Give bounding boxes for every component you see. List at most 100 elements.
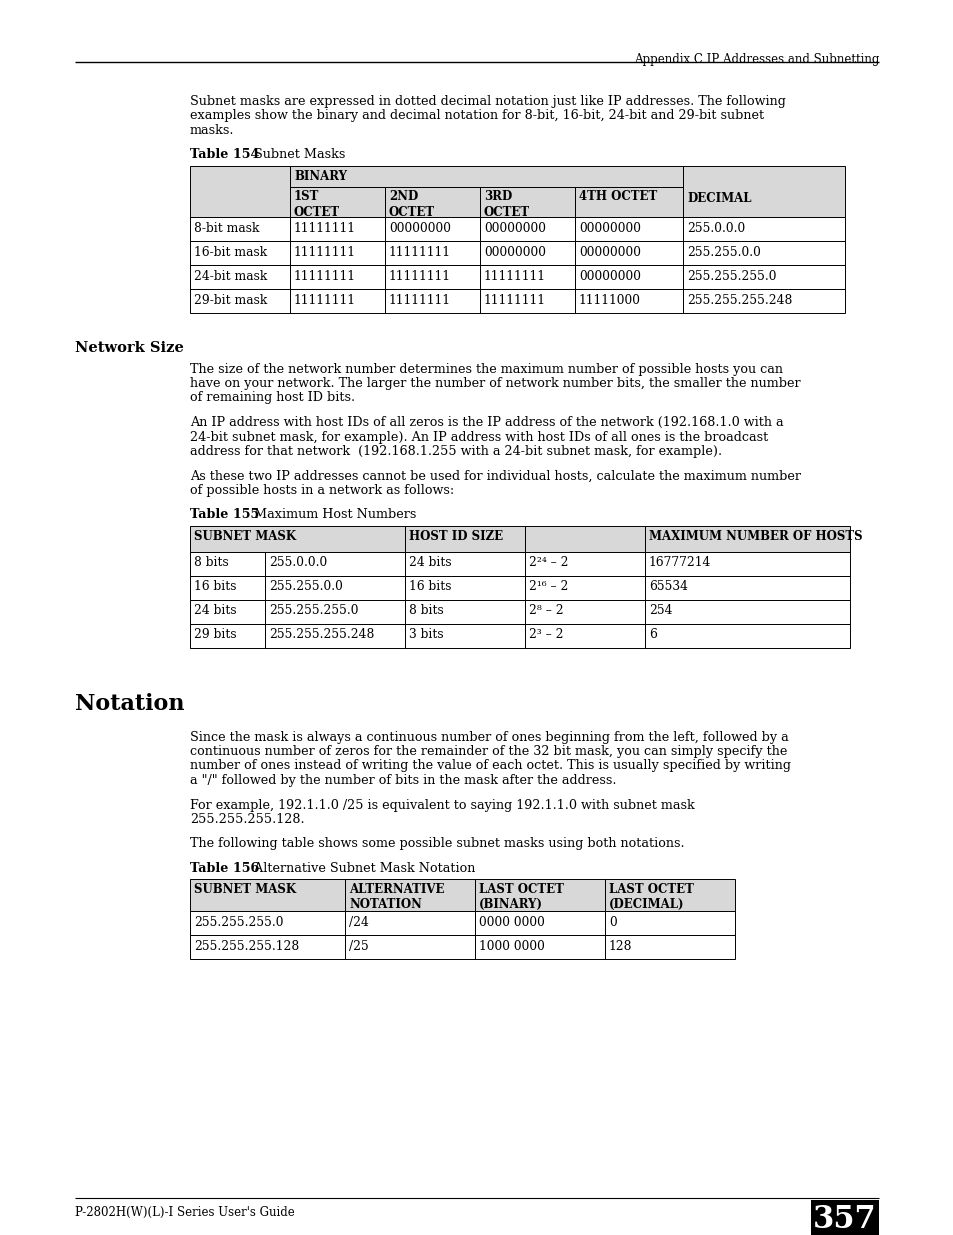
- Text: 29-bit mask: 29-bit mask: [193, 294, 267, 306]
- Bar: [190, 935, 345, 960]
- Bar: [524, 576, 644, 599]
- Text: 8-bit mask: 8-bit mask: [193, 221, 259, 235]
- Text: 00000000: 00000000: [483, 246, 545, 258]
- Bar: [345, 935, 475, 960]
- Text: a "/" followed by the number of bits in the mask after the address.: a "/" followed by the number of bits in …: [190, 774, 616, 787]
- Bar: [479, 186, 575, 216]
- Text: 255.0.0.0: 255.0.0.0: [269, 557, 327, 569]
- Text: 24-bit mask: 24-bit mask: [193, 269, 267, 283]
- Text: 29 bits: 29 bits: [193, 629, 236, 641]
- Text: 24 bits: 24 bits: [409, 557, 451, 569]
- Bar: [345, 911, 475, 935]
- Text: 255.255.255.0: 255.255.255.0: [193, 916, 283, 929]
- Text: 24 bits: 24 bits: [193, 604, 236, 618]
- Text: 3 bits: 3 bits: [409, 629, 443, 641]
- Bar: [682, 289, 844, 312]
- Text: 3RD
OCTET: 3RD OCTET: [483, 190, 530, 219]
- Bar: [190, 165, 290, 216]
- Bar: [190, 599, 265, 624]
- Bar: [575, 264, 682, 289]
- Text: 2ND
OCTET: 2ND OCTET: [389, 190, 435, 219]
- Text: masks.: masks.: [190, 124, 234, 137]
- Bar: [190, 526, 405, 552]
- Text: of remaining host ID bits.: of remaining host ID bits.: [190, 391, 355, 405]
- Text: 255.255.255.128: 255.255.255.128: [193, 940, 299, 953]
- Text: address for that network  (192.168.1.255 with a 24-bit subnet mask, for example): address for that network (192.168.1.255 …: [190, 445, 721, 458]
- Bar: [644, 526, 849, 552]
- Text: 11111111: 11111111: [483, 269, 545, 283]
- Bar: [575, 216, 682, 241]
- Bar: [682, 264, 844, 289]
- Bar: [385, 186, 479, 216]
- Bar: [290, 264, 385, 289]
- Bar: [524, 526, 644, 552]
- Text: 4TH OCTET: 4TH OCTET: [578, 190, 657, 204]
- Text: DECIMAL: DECIMAL: [686, 191, 751, 205]
- Bar: [405, 576, 524, 599]
- Text: Table 155: Table 155: [190, 509, 259, 521]
- Bar: [682, 165, 844, 216]
- Text: have on your network. The larger the number of network number bits, the smaller : have on your network. The larger the num…: [190, 377, 800, 390]
- Text: 2³ – 2: 2³ – 2: [529, 629, 563, 641]
- Bar: [190, 911, 345, 935]
- Bar: [290, 165, 682, 186]
- Bar: [524, 599, 644, 624]
- Bar: [604, 911, 734, 935]
- Text: 16-bit mask: 16-bit mask: [193, 246, 267, 258]
- Text: 11111111: 11111111: [294, 246, 355, 258]
- Bar: [385, 216, 479, 241]
- Text: ALTERNATIVE
NOTATION: ALTERNATIVE NOTATION: [349, 883, 444, 911]
- Text: number of ones instead of writing the value of each octet. This is usually speci: number of ones instead of writing the va…: [190, 760, 790, 773]
- Text: As these two IP addresses cannot be used for individual hosts, calculate the max: As these two IP addresses cannot be used…: [190, 469, 801, 483]
- Text: 255.255.0.0: 255.255.0.0: [686, 246, 760, 258]
- Bar: [405, 599, 524, 624]
- Text: For example, 192.1.1.0 /25 is equivalent to saying 192.1.1.0 with subnet mask: For example, 192.1.1.0 /25 is equivalent…: [190, 799, 694, 811]
- Text: 254: 254: [648, 604, 672, 618]
- Text: 11111111: 11111111: [294, 221, 355, 235]
- Text: 128: 128: [608, 940, 632, 953]
- Text: Since the mask is always a continuous number of ones beginning from the left, fo: Since the mask is always a continuous nu…: [190, 730, 788, 743]
- Text: 2⁸ – 2: 2⁸ – 2: [529, 604, 563, 618]
- Text: Alternative Subnet Mask Notation: Alternative Subnet Mask Notation: [242, 862, 475, 876]
- Text: 00000000: 00000000: [578, 269, 640, 283]
- Bar: [479, 289, 575, 312]
- Bar: [575, 289, 682, 312]
- Text: LAST OCTET
(DECIMAL): LAST OCTET (DECIMAL): [608, 883, 693, 911]
- Bar: [265, 624, 405, 647]
- Text: 16 bits: 16 bits: [409, 580, 451, 594]
- Text: An IP address with host IDs of all zeros is the IP address of the network (192.1: An IP address with host IDs of all zeros…: [190, 416, 782, 429]
- Bar: [405, 624, 524, 647]
- Text: Notation: Notation: [75, 693, 184, 715]
- Text: 00000000: 00000000: [578, 246, 640, 258]
- Text: BINARY: BINARY: [294, 169, 347, 183]
- Bar: [290, 216, 385, 241]
- Bar: [524, 624, 644, 647]
- Bar: [385, 264, 479, 289]
- Bar: [405, 526, 524, 552]
- Text: of possible hosts in a network as follows:: of possible hosts in a network as follow…: [190, 484, 454, 496]
- Text: HOST ID SIZE: HOST ID SIZE: [409, 531, 502, 543]
- Text: The following table shows some possible subnet masks using both notations.: The following table shows some possible …: [190, 837, 684, 851]
- Bar: [265, 552, 405, 576]
- Text: LAST OCTET
(BINARY): LAST OCTET (BINARY): [478, 883, 563, 911]
- Text: 00000000: 00000000: [483, 221, 545, 235]
- Text: 357: 357: [812, 1204, 876, 1235]
- Bar: [682, 216, 844, 241]
- Text: 11111111: 11111111: [483, 294, 545, 306]
- Text: 255.255.255.248: 255.255.255.248: [686, 294, 792, 306]
- Text: 8 bits: 8 bits: [193, 557, 229, 569]
- Bar: [345, 879, 475, 911]
- Text: examples show the binary and decimal notation for 8-bit, 16-bit, 24-bit and 29-b: examples show the binary and decimal not…: [190, 110, 763, 122]
- Bar: [479, 264, 575, 289]
- Text: 2²⁴ – 2: 2²⁴ – 2: [529, 557, 568, 569]
- Bar: [644, 599, 849, 624]
- Text: 11111111: 11111111: [389, 269, 451, 283]
- Bar: [385, 241, 479, 264]
- Bar: [475, 911, 604, 935]
- Text: 255.255.255.0: 255.255.255.0: [269, 604, 358, 618]
- Text: 65534: 65534: [648, 580, 687, 594]
- Bar: [265, 599, 405, 624]
- Text: SUBNET MASK: SUBNET MASK: [193, 883, 295, 897]
- Bar: [190, 264, 290, 289]
- Bar: [265, 576, 405, 599]
